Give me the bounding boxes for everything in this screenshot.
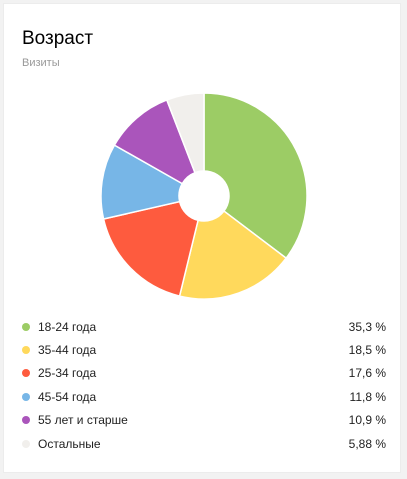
legend-label: 18-24 года [38,319,97,334]
legend-value: 18,5 % [348,343,386,358]
legend-item[interactable]: 18-24 года 35,3 % [22,315,386,338]
pie-slice[interactable] [178,210,288,299]
legend-color-dot [22,322,30,331]
legend-color-dot [22,392,30,401]
legend-label: 35-44 года [38,343,97,358]
legend-item[interactable]: 45-54 года 11,8 % [22,385,386,408]
legend-label: 25-34 года [38,366,97,381]
legend-color-dot [22,369,30,378]
legend-color-dot [22,416,30,425]
age-widget-card: Возраст Визиты 18-24 года 35,3 % 35-44 г… [3,3,401,473]
legend-item[interactable]: 25-34 года 17,6 % [22,362,386,385]
pie-slice[interactable] [165,93,205,174]
legend-value: 35,3 % [348,319,386,334]
pie-slice[interactable] [101,144,184,220]
legend-item[interactable]: 55 лет и старше 10,9 % [22,409,386,432]
legend-label: Остальные [38,436,101,451]
legend-label: 55 лет и старше [38,413,128,428]
legend-value: 10,9 % [348,413,386,428]
chart-legend: 18-24 года 35,3 % 35-44 года 18,5 % 25-3… [22,315,386,455]
legend-value: 11,8 % [349,389,386,404]
widget-title: Возраст [22,28,94,49]
legend-color-dot [22,346,30,355]
legend-item[interactable]: 35-44 года 18,5 % [22,338,386,361]
legend-value: 17,6 % [348,366,386,381]
legend-color-dot [22,439,30,448]
legend-value: 5,88 % [348,436,386,451]
pie-slice[interactable] [102,200,199,297]
legend-label: 45-54 года [38,389,97,404]
donut-chart [101,93,307,299]
widget-subtitle: Визиты [22,57,60,69]
pie-slice[interactable] [203,93,307,260]
legend-item[interactable]: Остальные 5,88 % [22,432,386,455]
